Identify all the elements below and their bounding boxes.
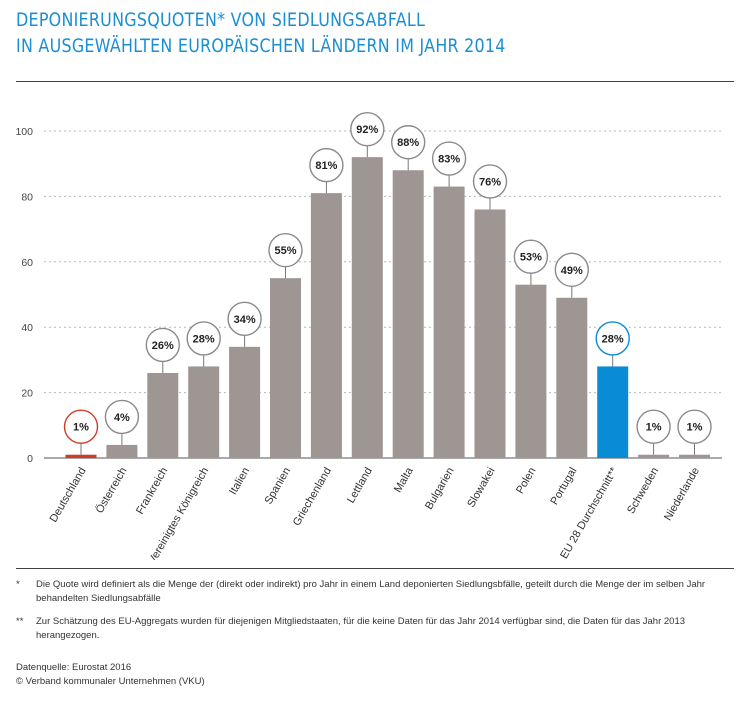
chart-title: DEPONIERUNGSQUOTEN* VON SIEDLUNGSABFALL … <box>16 8 635 60</box>
x-tick-label: Österreich <box>94 466 130 516</box>
data-label: 76% <box>479 176 501 188</box>
data-label: 4% <box>114 412 130 424</box>
bar <box>474 209 506 458</box>
x-tick-label: Niederlande <box>662 466 702 523</box>
label-bubble <box>472 164 508 199</box>
label-bubble <box>431 141 467 176</box>
bar <box>65 454 97 458</box>
y-tick-label: 100 <box>15 126 33 138</box>
bar <box>556 297 588 458</box>
y-tick-label: 0 <box>27 453 33 465</box>
data-label: 88% <box>397 137 419 149</box>
label-bubble <box>513 239 549 274</box>
bar <box>351 157 383 458</box>
footnotes: * Die Quote wird definiert als die Menge… <box>16 578 731 652</box>
x-tick-label: Frankreich <box>134 466 170 517</box>
data-label: 26% <box>152 340 174 352</box>
label-bubble <box>677 409 712 444</box>
y-tick-label: 60 <box>21 257 33 269</box>
label-bubble <box>554 252 589 287</box>
data-label: 1% <box>646 422 662 434</box>
y-tick-label: 40 <box>21 322 33 334</box>
footnote-2-text: Zur Schätzung des EU-Aggregats wurden fü… <box>36 616 686 641</box>
footnote-2: ** Zur Schätzung des EU-Aggregats wurden… <box>16 615 731 643</box>
x-tick-label: Malta <box>392 465 416 495</box>
label-bubble <box>636 409 671 444</box>
data-label: 28% <box>602 333 624 345</box>
bar <box>229 346 261 458</box>
data-label: 49% <box>561 265 583 277</box>
data-label: 28% <box>193 333 215 345</box>
footnote-1-text: Die Quote wird definiert als die Menge d… <box>36 579 706 604</box>
label-bubble <box>268 232 303 268</box>
x-tick-label: Griechenland <box>291 466 334 529</box>
x-tick-label: Polen <box>514 466 538 496</box>
footnote-1-mark: * <box>16 579 20 590</box>
source-line-2: © Verband kommunaler Unternehmen (VKU) <box>16 676 205 687</box>
label-bubble <box>145 327 181 363</box>
label-bubble <box>391 125 426 160</box>
title-line-1: DEPONIERUNGSQUOTEN* VON SIEDLUNGSABFALL <box>16 10 426 31</box>
label-bubble <box>227 301 262 337</box>
bar <box>515 284 547 458</box>
data-label: 83% <box>438 154 460 166</box>
source-line-1: Datenquelle: Eurostat 2016 <box>16 662 132 673</box>
x-tick-label: Bulgarien <box>423 466 457 512</box>
footnote-2-mark: ** <box>16 616 24 627</box>
x-tick-label: Deutschland <box>48 466 89 525</box>
title-line-2: IN AUSGEWÄHLTEN EUROPÄISCHEN LÄNDERN IM … <box>16 36 506 57</box>
footer-divider <box>16 568 734 569</box>
y-tick-label: 80 <box>21 191 33 203</box>
footnote-1: * Die Quote wird definiert als die Menge… <box>16 578 731 606</box>
label-bubble <box>350 111 385 147</box>
x-tick-label: Slowakei <box>465 466 497 510</box>
bar <box>188 366 220 458</box>
x-tick-label: Lettland <box>345 466 375 506</box>
header-divider <box>16 81 734 82</box>
bar <box>433 186 465 458</box>
data-label: 34% <box>234 314 256 326</box>
bar <box>679 454 710 458</box>
bar <box>310 193 342 458</box>
data-label: 1% <box>687 422 703 434</box>
label-bubble <box>309 147 344 183</box>
label-bubble <box>595 321 630 356</box>
bar-chart: 0 20 40 60 80 100 1% Deutschland 4% Österreich 26%… <box>15 111 722 560</box>
data-label: 55% <box>274 245 296 257</box>
bar <box>392 170 424 459</box>
label-bubble <box>63 409 99 444</box>
label-bubble <box>104 399 140 435</box>
x-tick-label: Portugal <box>549 466 580 507</box>
data-label: 92% <box>356 124 378 136</box>
data-label: 1% <box>73 422 89 434</box>
bar <box>270 278 301 458</box>
bar <box>106 444 138 458</box>
x-tick-label: Italien <box>227 466 252 497</box>
data-label: 53% <box>520 252 542 264</box>
x-tick-label: Spanien <box>263 466 294 507</box>
bar <box>638 454 670 458</box>
bar <box>597 366 629 458</box>
x-tick-label: Schweden <box>625 466 661 516</box>
source-block: Datenquelle: Eurostat 2016 © Verband kom… <box>16 661 205 689</box>
bar <box>147 372 179 458</box>
y-tick-label: 20 <box>21 388 33 400</box>
label-bubble <box>186 321 221 356</box>
data-label: 81% <box>315 160 337 172</box>
